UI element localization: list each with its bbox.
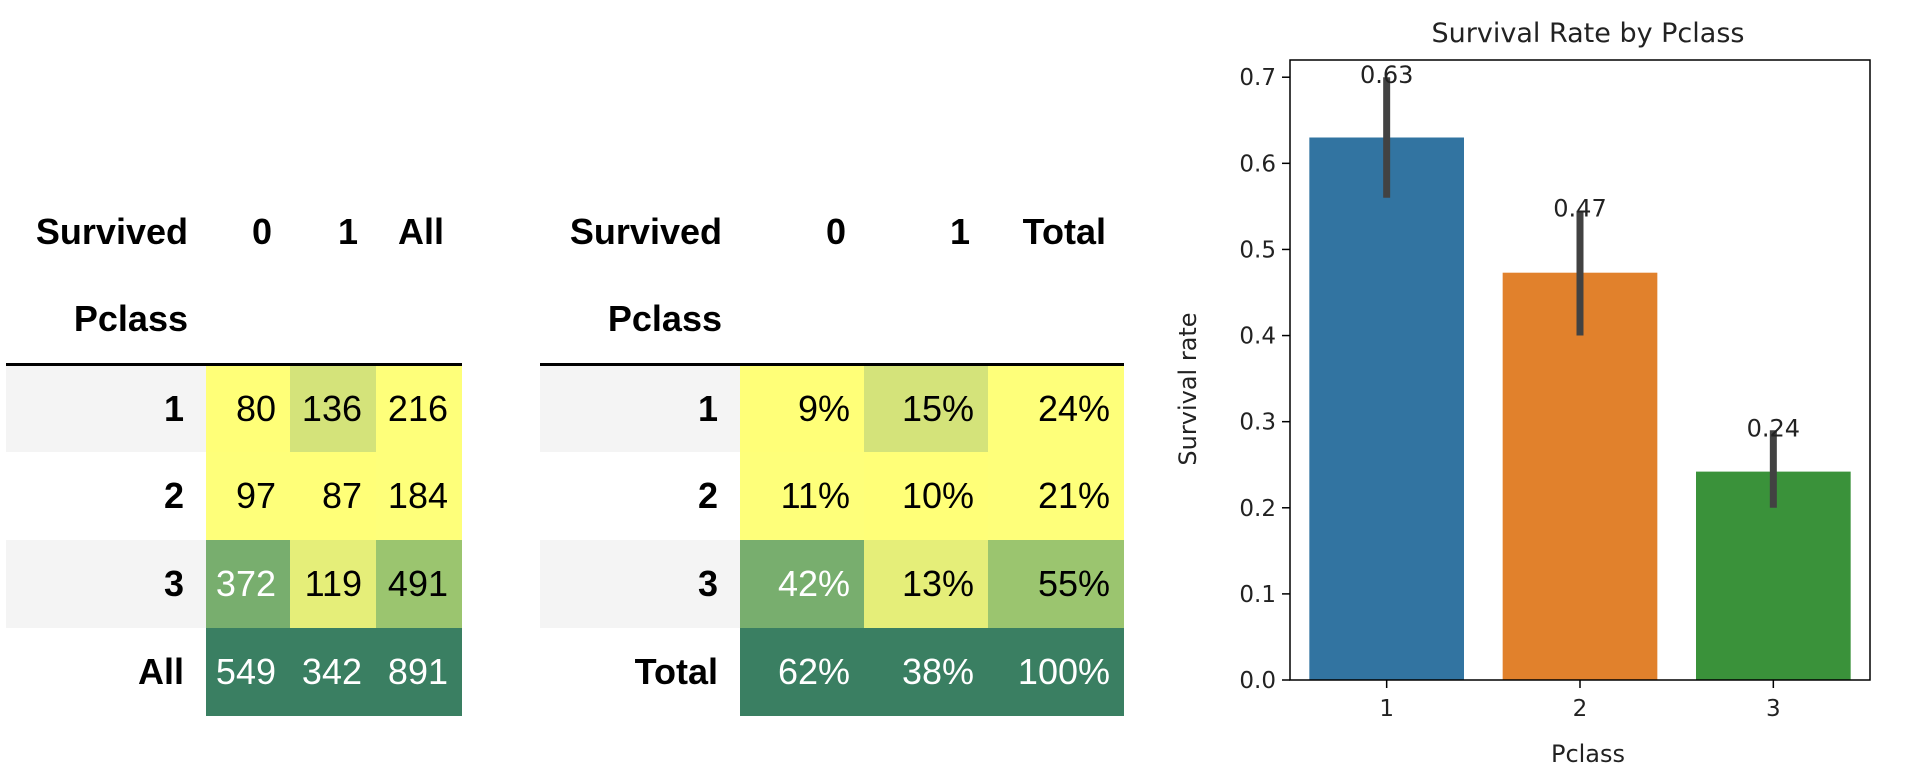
table-row: Total 62% 38% 100% xyxy=(540,628,1124,716)
row-label: 3 xyxy=(540,540,740,628)
table-cell: 15% xyxy=(864,364,988,452)
table-cell: 87 xyxy=(290,452,376,540)
table-cell: 55% xyxy=(988,540,1124,628)
x-tick-label: 3 xyxy=(1766,696,1781,722)
column-header: 1 xyxy=(337,211,358,252)
row-label: 1 xyxy=(540,364,740,452)
index-label: Survived xyxy=(35,211,188,252)
y-tick-label: 0.4 xyxy=(1239,324,1276,350)
y-tick-label: 0.0 xyxy=(1239,668,1276,694)
table-cell: 100% xyxy=(988,628,1124,716)
column-header: 0 xyxy=(251,211,272,252)
table-cell: 119 xyxy=(290,540,376,628)
table-cell: 62% xyxy=(740,628,864,716)
y-tick-label: 0.7 xyxy=(1239,65,1276,91)
index-label: Survived xyxy=(569,211,722,252)
table-cell: 891 xyxy=(376,628,462,716)
row-label: 1 xyxy=(6,364,206,452)
data-label: 0.24 xyxy=(1747,414,1800,442)
bar xyxy=(1309,137,1464,680)
crosstab-counts-table: Survived 0 1 All Pclass 1 80 136 216 2 97 87 18… xyxy=(6,188,462,716)
table-row: 1 9% 15% 24% xyxy=(540,364,1124,452)
table-row: 2 11% 10% 21% xyxy=(540,452,1124,540)
table-cell: 491 xyxy=(376,540,462,628)
data-label: 0.63 xyxy=(1360,61,1413,89)
table-cell: 42% xyxy=(740,540,864,628)
column-header: 1 xyxy=(949,211,970,252)
row-label: All xyxy=(137,651,184,692)
table-row: All 549 342 891 xyxy=(6,628,462,716)
column-header: All xyxy=(397,211,444,252)
table-row: 3 372 119 491 xyxy=(6,540,462,628)
y-tick-label: 0.1 xyxy=(1239,582,1276,608)
x-tick-label: 1 xyxy=(1379,696,1394,722)
table-cell: 38% xyxy=(864,628,988,716)
table-cell: 24% xyxy=(988,364,1124,452)
x-tick-label: 2 xyxy=(1573,696,1588,722)
x-axis-label: Pclass xyxy=(1551,740,1625,768)
table-row: 1 80 136 216 xyxy=(6,364,462,452)
y-tick-label: 0.3 xyxy=(1239,410,1276,436)
y-tick-label: 0.6 xyxy=(1239,151,1276,177)
table-cell: 13% xyxy=(864,540,988,628)
table-row: 2 97 87 184 xyxy=(6,452,462,540)
table-cell: 10% xyxy=(864,452,988,540)
table-cell: 80 xyxy=(206,364,290,452)
row-label: 2 xyxy=(697,475,718,516)
crosstab-percent-table: Survived 0 1 Total Pclass 1 9% 15% 24% 2 11% 1… xyxy=(540,188,1124,716)
column-header: Total xyxy=(1022,211,1106,252)
table-cell: 11% xyxy=(740,452,864,540)
bar xyxy=(1502,272,1658,680)
table-cell: 549 xyxy=(206,628,290,716)
table-cell: 97 xyxy=(206,452,290,540)
row-label: Total xyxy=(634,651,718,692)
data-label: 0.47 xyxy=(1553,195,1606,223)
table-cell: 372 xyxy=(206,540,290,628)
chart-title: Survival Rate by Pclass xyxy=(1432,18,1745,49)
table-cell: 136 xyxy=(290,364,376,452)
table-cell: 216 xyxy=(376,364,462,452)
y-tick-label: 0.2 xyxy=(1239,496,1276,522)
column-header: 0 xyxy=(825,211,846,252)
table-cell: 342 xyxy=(290,628,376,716)
row-label: 2 xyxy=(163,475,184,516)
table-cell: 21% xyxy=(988,452,1124,540)
row-label: 3 xyxy=(6,540,206,628)
y-axis-label: Survival rate xyxy=(1174,312,1202,465)
row-axis-label: Pclass xyxy=(6,276,206,366)
row-axis-label: Pclass xyxy=(540,276,740,366)
plot-area: 0.63 0.47 0.24 0.0 0.1 0.2 0.3 0.4 0.5 0.6 0.7 1 2 3 xyxy=(1239,59,1871,722)
survival-rate-bar-chart: Survival Rate by Pclass 0.630.470.240.00… xyxy=(1174,18,1871,768)
table-cell: 184 xyxy=(376,452,462,540)
table-row: 3 42% 13% 55% xyxy=(540,540,1124,628)
table-cell: 9% xyxy=(740,364,864,452)
y-tick-label: 0.5 xyxy=(1239,237,1276,263)
